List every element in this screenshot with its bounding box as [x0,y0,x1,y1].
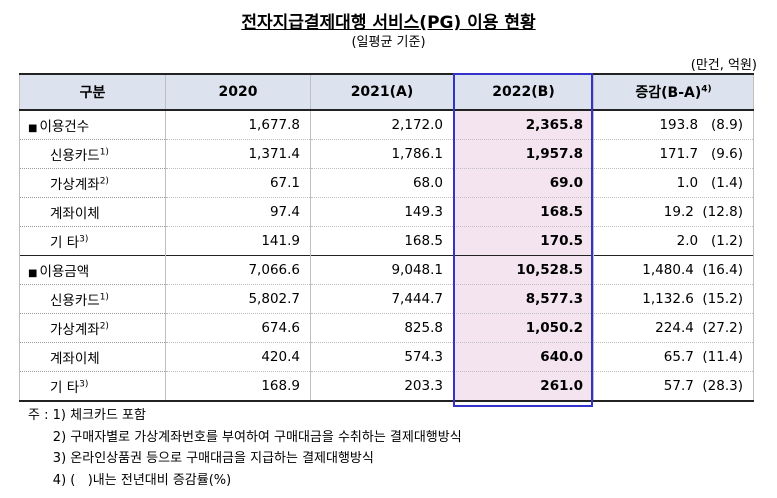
row-label-note: 1) [99,292,109,303]
value-2020: 674.6 [165,313,311,343]
value-2021: 825.8 [310,313,454,343]
value-2020: 1,371.4 [165,139,311,169]
header-change-label: 증감(B-A) [635,85,702,101]
value-2020: 7,066.6 [165,255,311,285]
row-label-text: 신용카드 [50,148,100,164]
value-2020: 97.4 [165,197,311,227]
row-label-text: 기 타 [50,380,80,396]
header-change: 증감(B-A)4) [593,73,754,111]
footnote: 주 : 1) 체크카드 포함 [28,408,146,423]
value-2022: 2,365.8 [453,109,594,140]
value-2022: 1,957.8 [453,139,594,169]
value-change: 224.4 (27.2) [593,313,754,343]
value-2022: 170.5 [453,226,594,256]
table-row: 기 타3) 168.9 203.3 261.0 57.7 (28.3) [19,371,754,402]
row-label: 계좌이체 [19,342,166,372]
value-change: 2.0 (1.2) [593,226,754,256]
header-2022: 2022(B) [453,73,594,111]
row-label: 가상계좌2) [19,168,166,198]
value-2020: 1,677.8 [165,109,311,140]
header-category: 구분 [19,73,166,111]
value-change: 1,132.6 (15.2) [593,284,754,314]
row-label-text: 계좌이체 [50,351,100,367]
table-row: ■ 이용건수 1,677.8 2,172.0 2,365.8 193.8 (8.9) [19,109,754,140]
value-2021: 2,172.0 [310,109,454,140]
row-label: 신용카드1) [19,139,166,169]
row-label: ■ 이용건수 [19,109,166,140]
row-label-note: 1) [99,147,109,158]
row-label-text: 기 타 [50,235,80,251]
row-label: 기 타3) [19,226,166,256]
footnote: 4) ( )내는 전년대비 증감률(%) [28,472,232,488]
table-row: 계좌이체 420.4 574.3 640.0 65.7 (11.4) [19,342,754,372]
row-label-note: 3) [79,379,89,390]
value-2020: 67.1 [165,168,311,198]
value-2021: 9,048.1 [310,255,454,285]
value-2022: 8,577.3 [453,284,594,314]
header-change-note: 4) [701,84,712,95]
header-2021: 2021(A) [310,73,454,111]
value-2021: 7,444.7 [310,284,454,314]
value-2022: 168.5 [453,197,594,227]
header-row: 구분 2020 2021(A) 2022(B) 증감(B-A)4) [19,73,754,111]
value-2021: 68.0 [310,168,454,198]
row-label-note: 3) [79,234,89,245]
value-2022: 10,528.5 [453,255,594,285]
value-change: 193.8 (8.9) [593,109,754,140]
table-row: 신용카드1) 5,802.7 7,444.7 8,577.3 1,132.6 (15.2… [19,284,754,314]
value-2020: 141.9 [165,226,311,256]
row-label: ■ 이용금액 [19,255,166,285]
table-row: 신용카드1) 1,371.4 1,786.1 1,957.8 171.7 (9.6) [19,139,754,169]
value-change: 65.7 (11.4) [593,342,754,372]
row-label: 신용카드1) [19,284,166,314]
row-label-text: 신용카드 [50,293,100,309]
header-2020: 2020 [165,73,311,111]
row-label-text: 이용금액 [39,264,90,280]
value-2021: 574.3 [310,342,454,372]
document-subtitle: (일평균 기준) [351,35,426,50]
row-label-note: 2) [99,321,109,332]
row-label-note: 2) [99,176,109,187]
value-2021: 203.3 [310,371,454,402]
table-row: 가상계좌2) 674.6 825.8 1,050.2 224.4 (27.2) [19,313,754,343]
value-2022: 261.0 [453,371,594,402]
footnotes: 주 : 1) 체크카드 포함 2) 구매자별로 가상계좌번호를 부여하여 구매대… [28,405,462,491]
square-bullet-icon: ■ [28,268,38,279]
value-2022: 1,050.2 [453,313,594,343]
row-label-text: 가상계좌 [50,177,100,193]
value-2022: 640.0 [453,342,594,372]
table-row: 계좌이체 97.4 149.3 168.5 19.2 (12.8) [19,197,754,227]
row-label-text: 가상계좌 [50,322,100,338]
unit-label: (만건, 억원) [690,58,757,73]
value-2020: 420.4 [165,342,311,372]
value-2022: 69.0 [453,168,594,198]
value-2021: 149.3 [310,197,454,227]
value-change: 19.2 (12.8) [593,197,754,227]
value-2021: 168.5 [310,226,454,256]
row-label-text: 계좌이체 [50,206,100,222]
row-label: 계좌이체 [19,197,166,227]
table-body: ■ 이용건수 1,677.8 2,172.0 2,365.8 193.8 (8.9) 신용카… [19,109,754,402]
value-2020: 168.9 [165,371,311,402]
value-change: 1,480.4 (16.4) [593,255,754,285]
row-label: 가상계좌2) [19,313,166,343]
table-row: ■ 이용금액 7,066.6 9,048.1 10,528.5 1,480.4 (16.4… [19,255,754,285]
table-row: 기 타3) 141.9 168.5 170.5 2.0 (1.2) [19,226,754,256]
value-change: 57.7 (28.3) [593,371,754,402]
footnote: 3) 온라인상품권 등으로 구매대금을 지급하는 결제대행방식 [28,451,374,466]
document-title: 전자지급결제대행 서비스(PG) 이용 현황 [241,13,536,33]
value-change: 1.0 (1.4) [593,168,754,198]
row-label: 기 타3) [19,371,166,402]
pg-usage-table: 구분 2020 2021(A) 2022(B) 증감(B-A)4) ■ 이용건수 1… [19,73,754,402]
footnote: 2) 구매자별로 가상계좌번호를 부여하여 구매대금을 수취하는 결제대행방식 [28,429,462,445]
square-bullet-icon: ■ [28,123,38,134]
value-2020: 5,802.7 [165,284,311,314]
table-row: 가상계좌2) 67.1 68.0 69.0 1.0 (1.4) [19,168,754,198]
value-change: 171.7 (9.6) [593,139,754,169]
row-label-text: 이용건수 [39,119,90,135]
value-2021: 1,786.1 [310,139,454,169]
